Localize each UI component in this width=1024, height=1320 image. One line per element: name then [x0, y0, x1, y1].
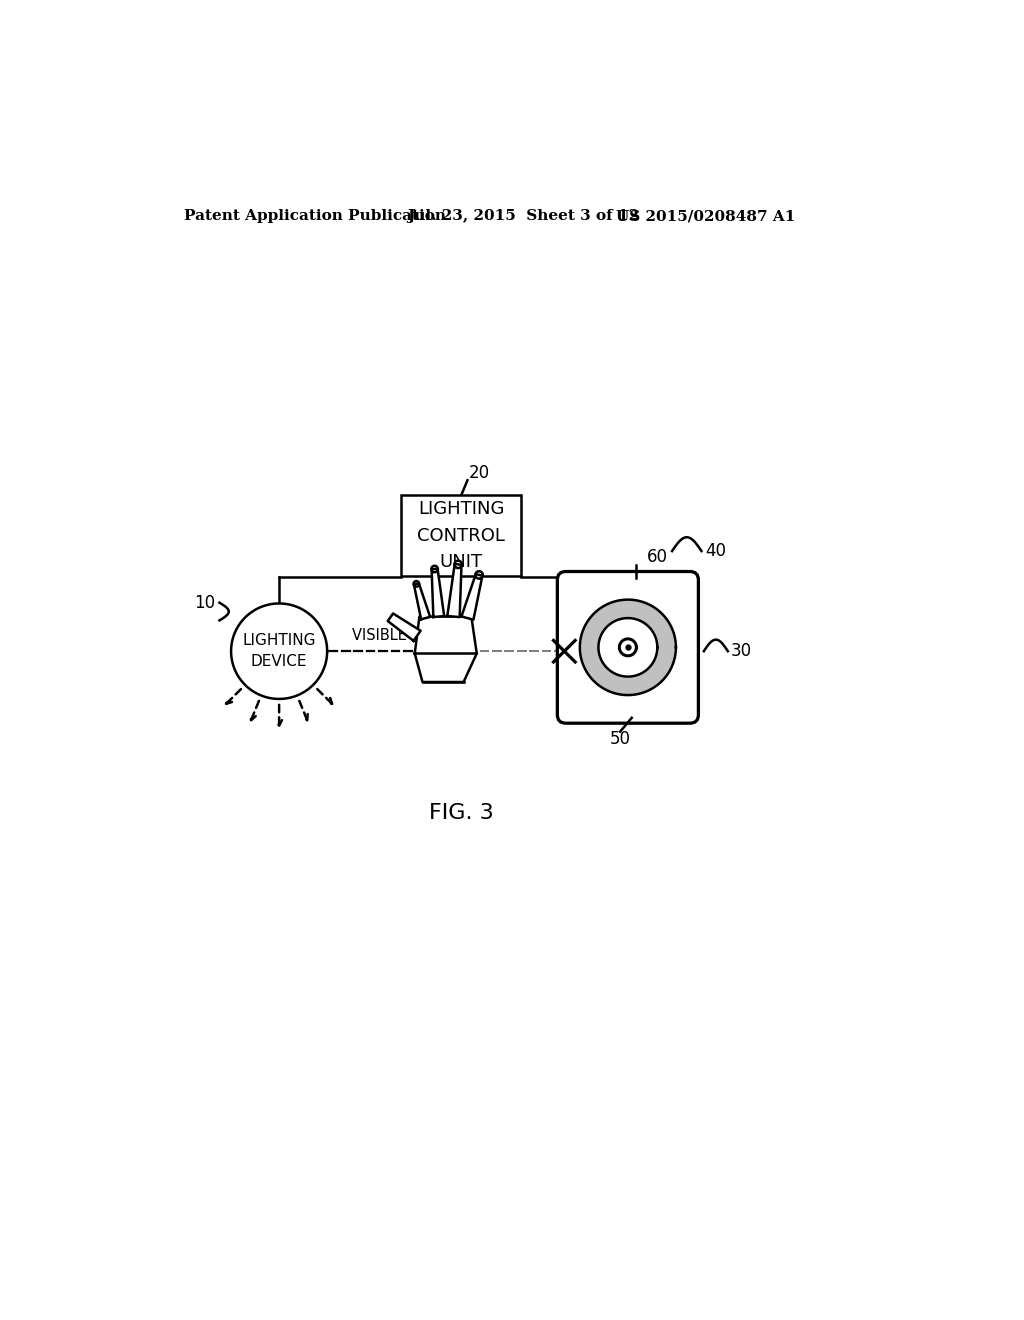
Text: 50: 50	[609, 730, 631, 748]
Text: 40: 40	[706, 543, 726, 560]
FancyBboxPatch shape	[557, 572, 698, 723]
Text: Jul. 23, 2015  Sheet 3 of 12: Jul. 23, 2015 Sheet 3 of 12	[407, 209, 639, 223]
Polygon shape	[388, 614, 421, 640]
Text: Patent Application Publication: Patent Application Publication	[183, 209, 445, 223]
Text: 30: 30	[731, 643, 752, 660]
Text: 20: 20	[469, 463, 490, 482]
Polygon shape	[431, 569, 444, 616]
Polygon shape	[415, 653, 477, 682]
Text: 60: 60	[647, 548, 668, 566]
Circle shape	[455, 561, 462, 568]
Polygon shape	[598, 618, 657, 677]
Text: LIGHTING
CONTROL
UNIT: LIGHTING CONTROL UNIT	[418, 500, 505, 572]
Polygon shape	[620, 639, 636, 656]
Text: FIG. 3: FIG. 3	[429, 803, 494, 822]
Text: US 2015/0208487 A1: US 2015/0208487 A1	[616, 209, 796, 223]
Polygon shape	[414, 583, 430, 619]
Text: 10: 10	[194, 594, 215, 611]
Text: LIGHTING
DEVICE: LIGHTING DEVICE	[243, 634, 315, 669]
Circle shape	[431, 566, 438, 573]
Text: VISIBLE LIGHT: VISIBLE LIGHT	[351, 628, 455, 643]
Polygon shape	[462, 574, 482, 619]
Polygon shape	[415, 616, 477, 653]
Bar	[401, 495, 521, 576]
Polygon shape	[447, 564, 462, 616]
Circle shape	[475, 572, 482, 578]
Polygon shape	[231, 603, 328, 698]
Circle shape	[414, 581, 419, 586]
Polygon shape	[580, 599, 676, 696]
